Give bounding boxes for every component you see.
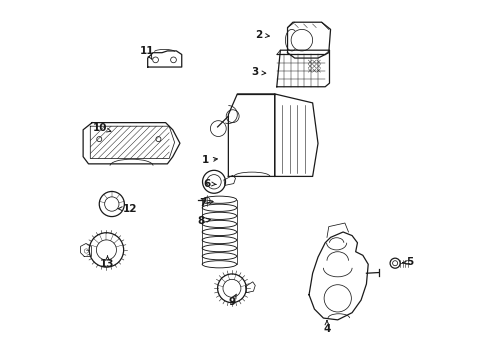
Text: 3: 3 — [251, 67, 265, 77]
Text: 8: 8 — [197, 216, 210, 226]
Text: 5: 5 — [402, 257, 412, 267]
Text: 2: 2 — [255, 30, 269, 40]
Text: 4: 4 — [323, 321, 330, 334]
Text: 10: 10 — [93, 123, 111, 133]
Text: 13: 13 — [100, 256, 115, 269]
Text: 6: 6 — [203, 179, 216, 189]
Text: 9: 9 — [228, 294, 236, 307]
Text: 11: 11 — [140, 46, 154, 59]
Text: 7: 7 — [199, 198, 213, 208]
Text: 1: 1 — [201, 155, 217, 165]
Text: 12: 12 — [118, 204, 138, 214]
